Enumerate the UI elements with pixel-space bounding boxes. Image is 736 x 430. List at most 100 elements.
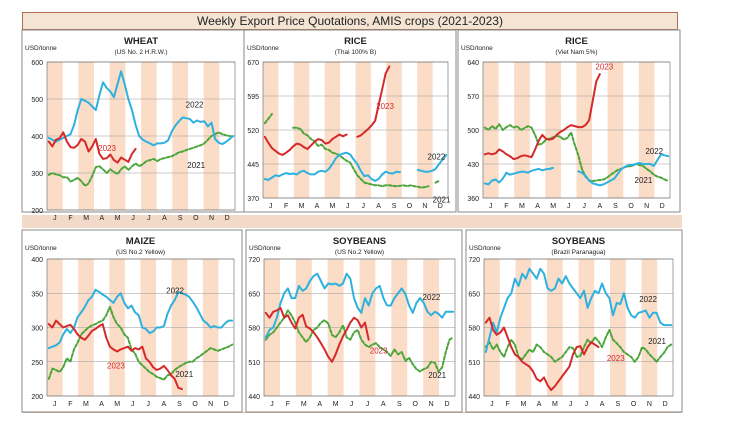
series-line-2021 xyxy=(263,113,441,189)
series-label-2021: 2021 xyxy=(433,196,451,205)
x-tick-label: S xyxy=(616,401,621,408)
x-tick-label: N xyxy=(644,203,649,210)
series-line-2021 xyxy=(47,131,235,187)
series-label-2021: 2021 xyxy=(187,161,205,170)
series-line-2023 xyxy=(484,316,600,392)
x-tick-label: D xyxy=(438,203,443,210)
x-tick-label: S xyxy=(178,215,183,222)
x-tick-label: S xyxy=(397,401,402,408)
chart-title: MAIZE xyxy=(126,236,156,247)
x-tick-label: N xyxy=(422,203,427,210)
series-line-2023 xyxy=(47,319,183,391)
x-tick-label: M xyxy=(552,401,558,408)
y-tick-label: 440 xyxy=(468,394,480,401)
series-line-2022 xyxy=(47,70,235,147)
x-tick-label: J xyxy=(366,401,370,408)
y-tick-label: 445 xyxy=(247,162,259,169)
y-tick-label: 720 xyxy=(248,257,260,264)
chart-panel-5: 440 510 580 650 720 J F M A M J J A S O N D SOYBEANS (US N… xyxy=(245,229,463,413)
series-label-2023: 2023 xyxy=(370,347,388,356)
x-tick-label: F xyxy=(286,401,290,408)
x-tick-label: J xyxy=(583,203,587,210)
x-tick-label: M xyxy=(83,401,89,408)
x-tick-label: A xyxy=(537,401,542,408)
y-tick-label: 350 xyxy=(31,291,43,298)
series-line-2022 xyxy=(484,267,673,353)
x-tick-label: F xyxy=(68,401,72,408)
series-label-2023: 2023 xyxy=(607,354,625,363)
y-tick-label: 370 xyxy=(247,196,259,203)
y-tick-label: 670 xyxy=(247,60,259,67)
x-tick-label: S xyxy=(392,203,397,210)
x-tick-label: M xyxy=(520,401,526,408)
x-tick-label: O xyxy=(628,203,634,210)
series-line-2023 xyxy=(263,65,391,156)
chart-subtitle: (Viet Nam 5%) xyxy=(555,49,597,56)
y-axis-label: USD/tonne xyxy=(249,245,281,252)
y-tick-label: 360 xyxy=(467,196,479,203)
chart-subtitle: (Thai 100% B) xyxy=(335,49,377,56)
series-label-2022: 2022 xyxy=(645,147,663,156)
plot-frame xyxy=(263,258,456,397)
y-tick-label: 650 xyxy=(468,291,480,298)
y-tick-label: 640 xyxy=(467,60,479,67)
x-tick-label: J xyxy=(350,401,354,408)
x-tick-label: O xyxy=(192,401,198,408)
y-tick-label: 600 xyxy=(31,60,43,67)
x-tick-label: J xyxy=(270,401,274,408)
series-label-2023: 2023 xyxy=(376,102,394,111)
x-tick-label: M xyxy=(333,401,339,408)
series-line-2021 xyxy=(484,328,673,363)
y-tick-label: 440 xyxy=(248,394,260,401)
x-tick-label: O xyxy=(193,215,199,222)
x-tick-label: F xyxy=(284,203,288,210)
x-tick-label: D xyxy=(663,401,668,408)
x-tick-label: A xyxy=(99,401,104,408)
x-tick-label: A xyxy=(317,401,322,408)
series-line-2023 xyxy=(264,306,370,363)
y-tick-label: 250 xyxy=(31,360,43,367)
x-tick-label: A xyxy=(376,203,381,210)
chart-title: RICE xyxy=(344,36,367,47)
plot-frame xyxy=(262,61,449,199)
series-label-2023: 2023 xyxy=(595,62,613,71)
x-tick-label: A xyxy=(162,401,167,408)
series-label-2022: 2022 xyxy=(186,101,204,110)
series-label-2021: 2021 xyxy=(428,371,446,380)
y-tick-label: 300 xyxy=(31,171,43,178)
chart-title: SOYBEANS xyxy=(333,236,386,247)
x-tick-label: S xyxy=(177,401,182,408)
chart-panel-3: 360 430 500 570 640 J F M A M J J A S O N D RICE (Viet Nam… xyxy=(457,29,681,213)
y-tick-label: 400 xyxy=(31,134,43,141)
x-tick-label: D xyxy=(445,401,450,408)
y-tick-label: 400 xyxy=(31,257,43,264)
x-tick-label: F xyxy=(68,215,72,222)
chart-subtitle: (US No. 2 H.R.W.) xyxy=(114,49,167,56)
y-axis-label: USD/tonne xyxy=(25,45,57,52)
series-line-2022 xyxy=(483,153,670,187)
x-tick-label: J xyxy=(53,401,57,408)
plot-frame xyxy=(46,61,236,211)
chart-subtitle: (US No.2 Yellow) xyxy=(335,249,384,256)
x-tick-label: A xyxy=(315,203,320,210)
x-tick-label: D xyxy=(660,203,665,210)
y-tick-label: 200 xyxy=(31,394,43,401)
x-tick-label: O xyxy=(412,401,418,408)
y-tick-label: 520 xyxy=(247,128,259,135)
x-tick-label: M xyxy=(301,401,307,408)
series-line-2023 xyxy=(483,73,601,161)
x-tick-label: A xyxy=(99,215,104,222)
x-tick-label: N xyxy=(208,401,213,408)
y-tick-label: 580 xyxy=(248,326,260,333)
x-tick-label: S xyxy=(613,203,618,210)
chart-panel-6: 440 510 580 650 720 J F M A M J J A S O N D SOYBEANS (Braz… xyxy=(465,229,683,413)
x-tick-label: J xyxy=(361,203,365,210)
plot-frame xyxy=(482,61,671,199)
y-tick-label: 500 xyxy=(467,128,479,135)
plot-frame xyxy=(483,258,674,397)
x-tick-label: O xyxy=(631,401,637,408)
series-label-2023: 2023 xyxy=(107,362,125,371)
series-line-2022 xyxy=(264,272,455,339)
y-axis-label: USD/tonne xyxy=(469,245,501,252)
